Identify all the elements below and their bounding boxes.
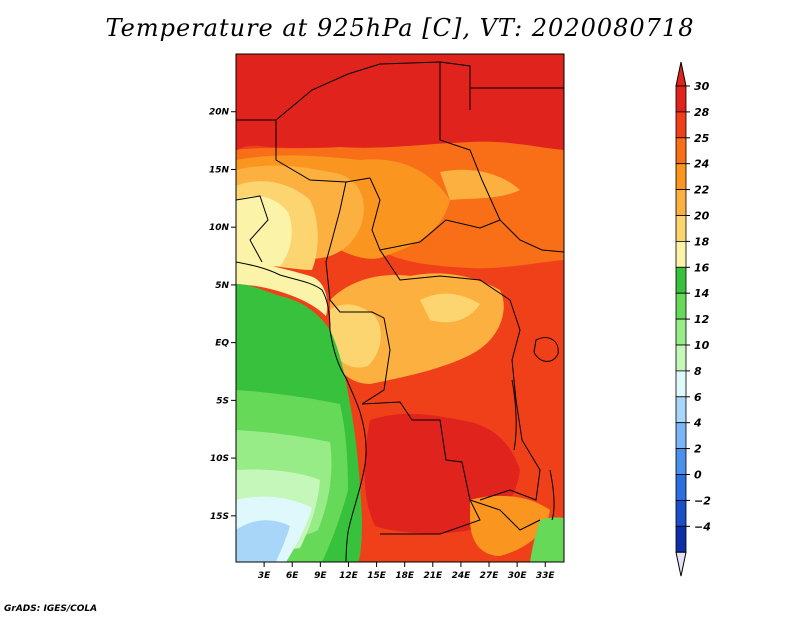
grads-credit: GrADS: IGES/COLA [4,604,98,614]
map-frame [235,53,565,563]
colorbar-label: 8 [694,365,702,378]
colorbar-bin-10 [675,344,687,372]
border-angola [361,401,481,535]
lake-victoria [533,337,559,362]
colorbar-bin-8 [675,292,687,320]
lon-tick-label: 21E [423,571,443,581]
lon-tick-label: 15E [367,571,387,581]
border-car [379,249,511,301]
colorbar-bin-14 [675,448,687,475]
field-22-east [440,169,520,200]
map-title: Temperature at 925hPa [C], VT: 202008071… [105,14,695,42]
border-sahara [236,61,471,121]
political-boundaries [236,61,564,562]
colorbar-bin-2 [675,137,687,165]
colorbar-label: 25 [694,132,710,145]
colorbar-label: 20 [694,210,710,223]
lon-tick-label: 33E [536,571,556,581]
colorbar-label: 22 [694,184,710,197]
border-west-africa [236,195,269,263]
field-18-southeast [530,517,564,562]
field-18-west [236,196,292,267]
temperature-field [236,54,564,562]
lon-tick-label: 12E [339,571,359,581]
colorbar-bin-12 [675,396,687,424]
lat-tick-label: 15N [209,165,230,175]
lon-tick-label: 6E [286,571,299,581]
colorbar-label: −2 [694,494,711,507]
colorbar-bin-13 [675,422,687,450]
border-zambia [469,499,541,531]
colorbar-label: 28 [694,106,710,119]
colorbar-label: 2 [694,443,702,456]
lat-tick-label: 10S [210,454,229,464]
lat-tick-label: 10N [209,223,230,233]
colorbar-bin-15 [675,474,687,501]
border-cameroon [325,181,385,319]
colorbar-label: 18 [694,235,710,248]
colorbar-label: 0 [694,469,702,482]
field-20-central [420,293,480,323]
field-20-congo [330,304,381,368]
colorbar-bin-11 [675,370,687,398]
lon-tick-label: 18E [395,571,415,581]
colorbar-bin-7 [675,266,687,294]
lat-tick-label: 15S [210,512,229,522]
lon-tick-label: 30E [508,571,528,581]
colorbar-label: 24 [694,158,709,171]
lake-malawi [549,469,555,521]
field-24-southeast [470,495,550,556]
lake-tanganyika [511,379,517,451]
colorbar-bin-5 [675,215,687,242]
colorbar-bin-1 [675,111,687,139]
colorbar-bin-6 [675,240,687,268]
field-30-north [236,54,564,150]
latitude-axis: 20N 15N 10N 5N EQ 5S 10S 15S [209,108,236,522]
longitude-axis: 3E 6E 9E 12E 15E 18E 21E 24E 27E 30E 33E [258,562,556,581]
colorbar-top-arrow [675,61,687,87]
colorbar-label: 16 [694,261,710,274]
colorbar-bin-3 [675,163,687,190]
colorbar-label: −4 [694,520,711,533]
colorbar-label: 6 [694,391,702,404]
colorbar-label: 12 [694,313,710,326]
lat-tick-label: 5S [216,396,229,406]
colorbar-bin-0 [675,85,687,113]
colorbar-bin-16 [675,499,687,527]
field-18-gulf [236,262,328,316]
lat-tick-label: EQ [215,339,229,349]
lon-tick-label: 27E [480,571,500,581]
lon-tick-label: 3E [258,571,271,581]
colorbar-label: 4 [693,417,702,430]
field-6-atlantic [236,520,290,562]
lat-tick-label: 5N [215,281,229,291]
colorbar-bottom-arrow [675,551,687,577]
colorbar-label: 30 [694,80,710,93]
lon-tick-label: 24E [452,571,472,581]
colorbar-label: 14 [694,287,709,300]
coastline-path [236,261,367,562]
colorbar-bin-9 [675,318,687,346]
border-sudan [439,62,564,253]
border-drc [479,299,541,501]
border-niger [275,120,371,183]
colorbar-bin-4 [675,189,687,216]
lat-tick-label: 20N [209,108,230,118]
border-chad [369,177,501,251]
colorbar-bin-17 [675,525,687,553]
colorbar-label: 10 [694,339,710,352]
border-congo [361,317,391,405]
lon-tick-label: 9E [314,571,327,581]
